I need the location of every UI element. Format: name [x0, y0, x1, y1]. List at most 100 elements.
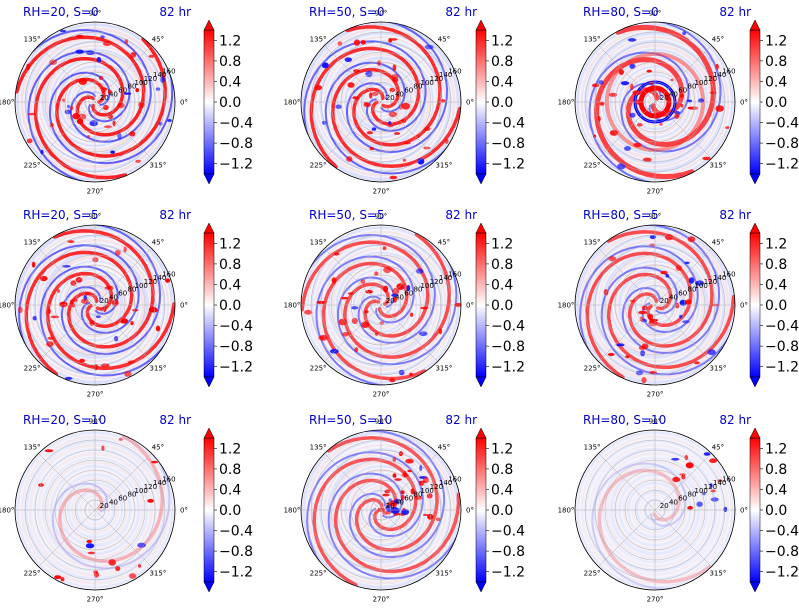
colorbar-tick-label: −0.8: [765, 339, 799, 355]
convective-cell-positive: [438, 328, 443, 335]
radial-tick-label: 40: [395, 293, 404, 301]
radial-tick-label: 20: [100, 297, 109, 305]
angular-tick-label: 270°: [87, 391, 104, 399]
panel-title: RH=50, S=5: [309, 208, 385, 222]
colorbar-extend-max: [749, 19, 761, 31]
angular-tick-label: 315°: [709, 569, 726, 577]
spiral-band-positive: [345, 25, 442, 147]
radial-tick-label: 40: [669, 90, 678, 98]
angular-tick-label: 135°: [24, 36, 41, 44]
angular-gridline: [324, 453, 382, 511]
colorbar-tick-label: −0.8: [765, 136, 799, 152]
convective-cell-positive: [342, 332, 349, 337]
convective-cell-negative: [96, 56, 102, 64]
convective-cell-positive: [422, 513, 429, 517]
colorbar-tick-label: 0.0: [765, 503, 787, 519]
radial-tick-label: 20: [386, 502, 395, 510]
colorbar-tick-label: 0.4: [219, 482, 241, 498]
angular-gridline: [598, 45, 656, 103]
convective-cell-positive: [717, 479, 723, 483]
convective-cell-negative: [110, 150, 115, 154]
convective-cell-positive: [360, 321, 370, 329]
convective-cell-positive: [108, 559, 116, 566]
convective-cell-positive: [138, 101, 145, 108]
convective-cell-positive: [410, 488, 415, 495]
colorbar-extend-max: [749, 427, 761, 439]
convective-cell-positive: [402, 158, 407, 162]
convective-cell-negative: [710, 497, 719, 502]
convective-cell-positive: [333, 252, 340, 256]
radial-tick-label: 160: [722, 270, 735, 278]
radial-tick-label: 140: [439, 479, 452, 487]
convective-cell-negative: [391, 293, 399, 297]
convective-cell-positive: [389, 87, 396, 93]
panel-title: RH=80, S=5: [583, 208, 659, 222]
angular-tick-label: 180°: [284, 507, 301, 515]
angular-gridline: [94, 248, 152, 306]
convective-cell-negative: [682, 31, 687, 36]
convective-cell-negative: [629, 63, 636, 69]
colorbar-tick-label: −0.8: [765, 544, 799, 560]
radial-tick-label: 120: [144, 278, 157, 286]
convective-cell-positive: [304, 309, 313, 315]
convective-cell-positive: [87, 551, 96, 555]
spiral-band-negative: [51, 456, 171, 570]
convective-cell-positive: [410, 312, 414, 317]
spiral-band-negative: [315, 255, 415, 385]
angular-tick-label: 90°: [375, 10, 387, 18]
colorbar-tick-label: 0.0: [219, 298, 241, 314]
angular-tick-label: 135°: [310, 444, 327, 452]
convective-cell-positive: [128, 360, 135, 364]
convective-cell-positive: [687, 236, 696, 243]
radial-tick-label: 100: [135, 79, 148, 87]
convective-cell-positive: [684, 454, 689, 461]
spiral-band-negative: [306, 451, 424, 566]
convective-cell-positive: [382, 493, 390, 497]
colorbar-extend-min: [203, 173, 215, 185]
convective-cell-negative: [64, 376, 73, 380]
angular-tick-label: 180°: [558, 99, 575, 107]
spiral-band-positive: [52, 229, 155, 349]
radial-tick-label: 140: [439, 274, 452, 282]
radial-tick-label: 160: [162, 67, 175, 75]
angular-tick-label: 0°: [740, 99, 748, 107]
convective-cell-positive: [388, 111, 398, 117]
angular-tick-label: 45°: [712, 36, 724, 44]
convective-cell-positive: [389, 38, 398, 41]
colorbar-gradient: [475, 29, 487, 175]
radial-tick-label: 80: [414, 83, 423, 91]
convective-cell-positive: [401, 102, 411, 110]
colorbar-tick-label: 0.0: [219, 503, 241, 519]
convective-cell-positive: [424, 126, 431, 131]
convective-cell-positive: [672, 476, 681, 483]
angular-tick-label: 45°: [438, 239, 450, 247]
convective-cell-positive: [392, 473, 397, 478]
radial-tick-label: 80: [688, 83, 697, 91]
convective-cell-positive: [60, 577, 65, 582]
radial-tick-label: 80: [128, 491, 137, 499]
convective-cell-positive: [124, 371, 132, 377]
angular-tick-label: 0°: [180, 507, 188, 515]
angular-tick-label: 0°: [466, 99, 474, 107]
radial-tick-label: 160: [448, 270, 461, 278]
colorbar-extend-min: [749, 376, 761, 388]
convective-cell-negative: [416, 268, 424, 274]
convective-cell-positive: [400, 494, 405, 501]
convective-cell-positive: [649, 81, 655, 85]
colorbar-tick-label: 0.4: [765, 277, 787, 293]
angular-gridline: [380, 453, 438, 511]
colorbar-tick-label: 0.8: [765, 462, 787, 478]
angular-tick-label: 135°: [24, 444, 41, 452]
convective-cell-negative: [406, 285, 411, 292]
radial-tick-label: 20: [100, 502, 109, 510]
convective-cell-negative: [424, 44, 434, 50]
convective-cell-positive: [340, 296, 349, 300]
convective-cell-positive: [118, 438, 123, 441]
convective-cell-negative: [155, 87, 161, 91]
convective-cell-positive: [725, 126, 730, 129]
convective-cell-positive: [396, 283, 405, 290]
radial-tick-label: 40: [395, 498, 404, 506]
